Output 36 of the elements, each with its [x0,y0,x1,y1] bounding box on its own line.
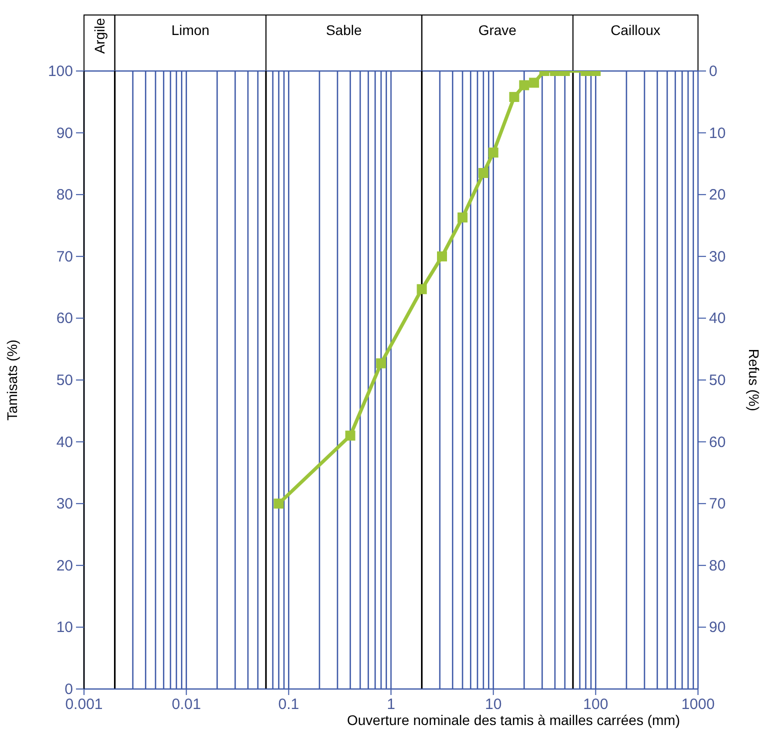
y2-tick-label: 20 [709,186,726,204]
x-tick-label: 1000 [681,696,715,713]
x-tick-label: 0.01 [172,696,201,713]
y2-tick-label: 0 [709,63,718,80]
y2-tick-label: 70 [709,496,726,513]
y-tick-label: 60 [56,310,73,328]
y-tick-label: 50 [56,372,73,389]
y-tick-label: 30 [56,496,73,513]
text: Cailloux [610,22,660,38]
text: Limon [171,22,210,38]
text: Grave [478,22,517,38]
y2-tick-label: 10 [709,124,726,142]
x-axis-title: Ouverture nominale des tamis à mailles carrées (mm) [347,712,680,728]
x-tick-label: 100 [583,696,608,713]
x-tick-label: 0.1 [278,696,300,713]
text: Sable [326,22,362,38]
y-tick-label: 100 [48,63,73,80]
x-tick-label: 0.001 [65,696,103,713]
y2-tick-label: 30 [709,248,726,266]
y2-tick-label: 40 [709,310,726,328]
x-tick-label: 1 [386,696,396,713]
y2-axis-title: Refus (%) [746,348,762,412]
x-tick-label: 10 [484,696,502,713]
y-tick-label: 40 [56,434,73,451]
y2-tick-label: 50 [709,372,726,389]
y2-tick-label: 80 [709,557,726,574]
text: Argile [91,18,108,54]
y-tick-label: 80 [56,186,73,204]
y-tick-label: 20 [56,557,73,574]
y-axis-title: Tamisats (%) [4,340,20,420]
y-tick-label: 10 [56,619,73,636]
y-tick-label: 90 [56,124,73,142]
y2-tick-label: 60 [709,434,726,451]
y2-tick-label: 90 [709,619,726,636]
y-tick-label: 0 [64,681,73,698]
y-tick-label: 70 [56,248,73,266]
